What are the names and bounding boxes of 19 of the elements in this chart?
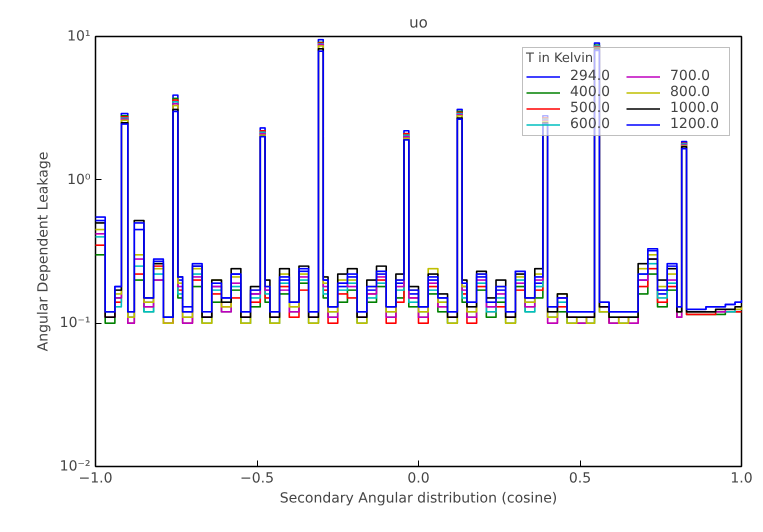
legend-label: 700.0: [670, 68, 712, 84]
legend-title: T in Kelvin: [526, 51, 594, 66]
legend-label: 294.0: [570, 68, 612, 84]
legend-label: 500.0: [570, 100, 612, 116]
legend-label: 600.0: [570, 116, 612, 132]
x-tick-label: 0.0: [407, 470, 430, 486]
x-axis-title: Secondary Angular distribution (cosine): [280, 490, 558, 506]
x-tick-label: 0.5: [568, 470, 592, 486]
x-tick-label: 1.0: [730, 470, 753, 486]
y-tick-label: 10¹: [67, 28, 91, 44]
y-tick-label: 10⁰: [67, 172, 91, 188]
chart-title: uo: [409, 14, 428, 32]
legend-label: 800.0: [670, 84, 712, 100]
legend-label: 1000.0: [670, 100, 720, 116]
legend-label: 1200.0: [670, 116, 720, 132]
x-tick-label: −0.5: [240, 470, 274, 486]
y-tick-label: 10⁻¹: [60, 315, 91, 332]
legend-label: 400.0: [570, 84, 612, 100]
y-axis-title: Angular Dependent Leakage: [36, 152, 52, 352]
